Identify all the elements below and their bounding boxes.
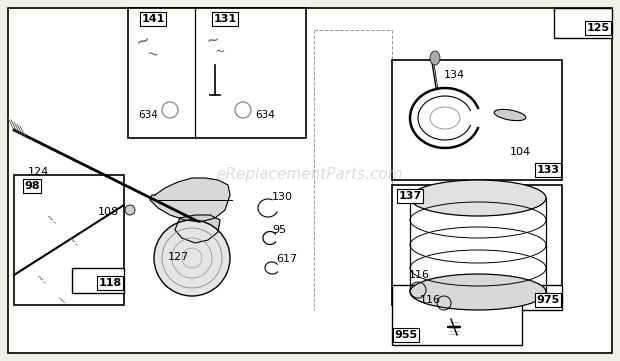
Text: ~: ~: [145, 47, 159, 63]
Text: eReplacementParts.com: eReplacementParts.com: [216, 168, 404, 183]
Text: ~: ~: [205, 31, 220, 48]
Text: 617: 617: [276, 254, 297, 264]
Bar: [14, 175, 124, 305]
Ellipse shape: [410, 274, 546, 310]
Text: 975: 975: [536, 295, 560, 305]
Text: ~-: ~-: [44, 212, 60, 227]
Bar: [72, 268, 124, 293]
Bar: [392, 185, 562, 305]
Bar: [392, 285, 522, 345]
Ellipse shape: [494, 109, 526, 121]
Text: 118: 118: [99, 278, 122, 288]
Text: 116: 116: [409, 270, 430, 280]
Text: ~-: ~-: [34, 272, 49, 287]
Ellipse shape: [430, 51, 440, 65]
Circle shape: [154, 220, 230, 296]
Circle shape: [125, 205, 135, 215]
Polygon shape: [175, 215, 220, 243]
Text: 124: 124: [28, 167, 49, 177]
Ellipse shape: [410, 180, 546, 216]
Text: 134: 134: [444, 70, 465, 80]
Text: 634: 634: [138, 110, 158, 120]
Text: ~-: ~-: [54, 294, 68, 307]
Text: 95: 95: [272, 225, 286, 235]
Text: 127: 127: [168, 252, 189, 262]
Text: 955: 955: [394, 330, 417, 340]
Text: ~: ~: [215, 45, 226, 58]
Bar: [554, 8, 612, 38]
Text: ~-: ~-: [66, 234, 81, 249]
Text: 98: 98: [24, 181, 40, 191]
Bar: [510, 285, 562, 310]
Text: 125: 125: [587, 23, 609, 33]
Text: 131: 131: [213, 14, 237, 24]
Text: 634: 634: [255, 110, 275, 120]
Text: ~: ~: [133, 30, 153, 52]
Text: 130: 130: [272, 192, 293, 202]
Text: 137: 137: [399, 191, 422, 201]
Bar: [128, 8, 306, 138]
Text: 141: 141: [141, 14, 165, 24]
Text: 104: 104: [510, 147, 531, 157]
Bar: [392, 60, 562, 180]
Text: 116: 116: [420, 295, 441, 305]
Polygon shape: [150, 178, 230, 222]
Text: 108: 108: [98, 207, 119, 217]
Text: 133: 133: [536, 165, 559, 175]
